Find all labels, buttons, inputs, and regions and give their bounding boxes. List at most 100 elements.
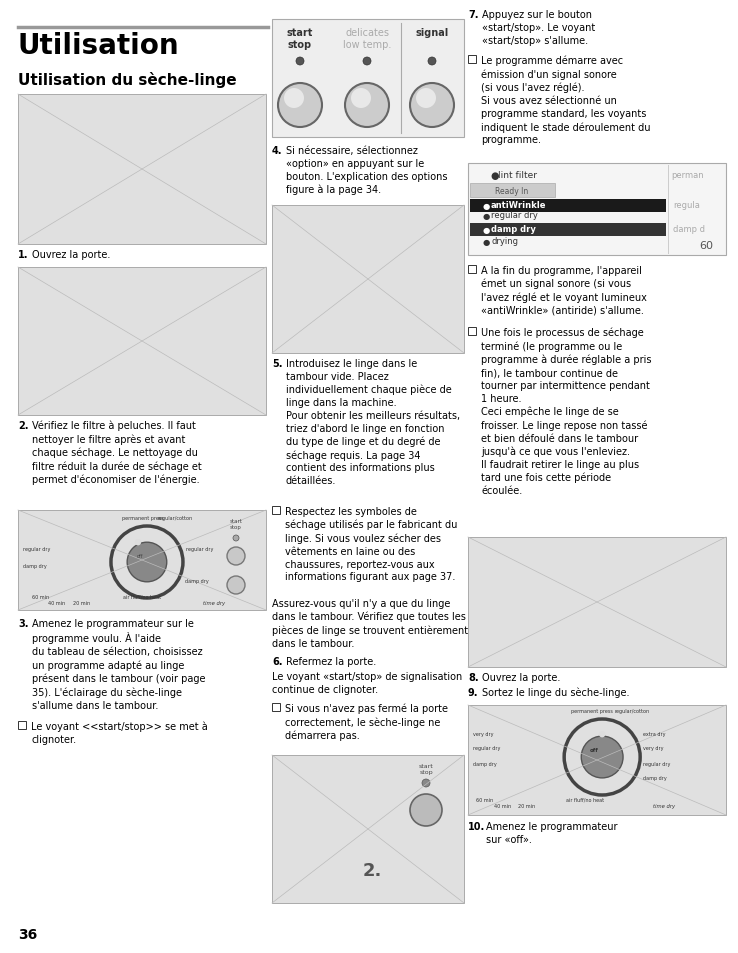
Text: time dry: time dry <box>203 600 225 605</box>
Text: Ouvrez la porte.: Ouvrez la porte. <box>482 672 560 682</box>
Text: Ouvrez la porte.: Ouvrez la porte. <box>32 250 111 260</box>
Text: Utilisation du sèche-linge: Utilisation du sèche-linge <box>18 71 237 88</box>
Text: permanent press: permanent press <box>122 516 164 520</box>
Text: 60 min: 60 min <box>32 595 49 599</box>
Circle shape <box>422 780 430 787</box>
Text: 40 min: 40 min <box>48 600 65 605</box>
Text: damp dry: damp dry <box>23 563 46 568</box>
Bar <box>470 184 555 198</box>
Text: Une fois le processus de séchage
terminé (le programme ou le
programme à durée r: Une fois le processus de séchage terminé… <box>481 328 652 496</box>
Circle shape <box>351 89 371 109</box>
Bar <box>468 328 476 335</box>
Text: damp dry: damp dry <box>185 578 209 583</box>
Text: 20 min: 20 min <box>73 600 90 605</box>
Text: damp d: damp d <box>673 225 705 234</box>
Bar <box>272 703 280 711</box>
Text: damp dry: damp dry <box>643 775 667 781</box>
Text: 10.: 10. <box>468 821 486 831</box>
Text: permanent press: permanent press <box>571 708 613 713</box>
Circle shape <box>127 542 167 582</box>
Text: Vérifiez le filtre à peluches. Il faut
nettoyer le filtre après et avant
chaque : Vérifiez le filtre à peluches. Il faut n… <box>32 420 201 485</box>
Circle shape <box>416 89 436 109</box>
Text: ●: ● <box>483 225 490 234</box>
Text: 4.: 4. <box>272 146 283 156</box>
Bar <box>468 266 476 274</box>
Text: very dry: very dry <box>643 745 663 750</box>
Text: Ready In: Ready In <box>495 186 528 195</box>
Text: damp dry: damp dry <box>491 225 536 234</box>
Text: ●: ● <box>483 237 490 246</box>
Text: Utilisation: Utilisation <box>18 32 179 60</box>
Text: 20 min: 20 min <box>518 803 535 808</box>
Bar <box>272 755 464 903</box>
Text: 40 min: 40 min <box>494 803 511 808</box>
Text: signal: signal <box>415 28 449 38</box>
Circle shape <box>227 577 245 595</box>
Text: Amenez le programmateur
sur «off».: Amenez le programmateur sur «off». <box>486 821 618 844</box>
Text: regular dry: regular dry <box>186 546 213 552</box>
Text: regular/cotton: regular/cotton <box>615 708 649 713</box>
Text: ●: ● <box>483 201 490 211</box>
Text: Appuyez sur le bouton
«start/stop». Le voyant
«start/stop» s'allume.: Appuyez sur le bouton «start/stop». Le v… <box>482 10 596 46</box>
Circle shape <box>363 58 371 66</box>
Text: 6.: 6. <box>272 657 283 666</box>
Text: 2.: 2. <box>18 420 29 431</box>
Bar <box>470 200 666 213</box>
Text: Si nécessaire, sélectionnez
«option» en appuyant sur le
bouton. L'explication de: Si nécessaire, sélectionnez «option» en … <box>286 146 447 194</box>
Text: Refermez la porte.: Refermez la porte. <box>286 657 376 666</box>
Text: 60: 60 <box>699 241 713 251</box>
Circle shape <box>227 547 245 565</box>
Bar <box>272 506 280 515</box>
Text: 9.: 9. <box>468 687 478 698</box>
Circle shape <box>233 536 239 541</box>
Text: lint filter: lint filter <box>498 171 537 180</box>
Circle shape <box>278 84 322 128</box>
Text: regular dry: regular dry <box>473 745 500 750</box>
Circle shape <box>410 84 454 128</box>
Text: 7.: 7. <box>468 10 478 20</box>
Text: delicates
low temp.: delicates low temp. <box>343 28 391 50</box>
Text: Sortez le linge du sèche-linge.: Sortez le linge du sèche-linge. <box>482 687 630 698</box>
Text: regula: regula <box>673 201 700 211</box>
Text: Si vous n'avez pas fermé la porte
correctement, le sèche-linge ne
démarrera pas.: Si vous n'avez pas fermé la porte correc… <box>285 703 448 740</box>
Text: 60 min: 60 min <box>476 797 493 802</box>
Text: regular dry: regular dry <box>23 546 50 552</box>
Text: ●: ● <box>490 171 498 181</box>
Bar <box>272 206 464 354</box>
Text: Assurez-vous qu'il n'y a que du linge
dans le tambour. Vérifiez que toutes les
p: Assurez-vous qu'il n'y a que du linge da… <box>272 598 468 648</box>
Text: 2.: 2. <box>362 862 382 879</box>
Circle shape <box>410 794 442 826</box>
Circle shape <box>582 737 623 778</box>
Circle shape <box>296 58 304 66</box>
Circle shape <box>428 58 436 66</box>
Bar <box>18 721 26 729</box>
Bar <box>18 95 266 245</box>
Circle shape <box>600 732 604 737</box>
Text: ●: ● <box>483 212 490 220</box>
Text: regular dry: regular dry <box>643 761 671 766</box>
Bar <box>18 268 266 416</box>
Bar <box>468 705 726 815</box>
Text: start
stop: start stop <box>418 763 433 774</box>
Bar <box>272 20 464 138</box>
Bar <box>468 537 726 667</box>
Bar <box>470 224 666 236</box>
Text: Respectez les symboles de
séchage utilisés par le fabricant du
linge. Si vous vo: Respectez les symboles de séchage utilis… <box>285 506 458 581</box>
Circle shape <box>345 84 389 128</box>
Text: 8.: 8. <box>468 672 479 682</box>
Text: Amenez le programmateur sur le
programme voulu. À l'aide
du tableau de sélection: Amenez le programmateur sur le programme… <box>32 618 205 710</box>
Text: 5.: 5. <box>272 358 283 369</box>
Text: start
stop: start stop <box>287 28 313 50</box>
Text: air fluff/no heat: air fluff/no heat <box>123 595 161 599</box>
Text: air fluff/no heat: air fluff/no heat <box>566 797 604 802</box>
Circle shape <box>136 540 140 545</box>
Text: A la fin du programme, l'appareil
émet un signal sonore (si vous
l'avez réglé et: A la fin du programme, l'appareil émet u… <box>481 266 647 315</box>
Text: regular/cotton: regular/cotton <box>157 516 193 520</box>
Text: Introduisez le linge dans le
tambour vide. Placez
individuellement chaque pièce : Introduisez le linge dans le tambour vid… <box>286 358 460 486</box>
Text: damp dry: damp dry <box>473 761 497 766</box>
Text: time dry: time dry <box>653 803 675 808</box>
Text: 1.: 1. <box>18 250 29 260</box>
Text: start
stop: start stop <box>230 518 243 529</box>
Circle shape <box>284 89 304 109</box>
Text: drying: drying <box>491 237 518 246</box>
